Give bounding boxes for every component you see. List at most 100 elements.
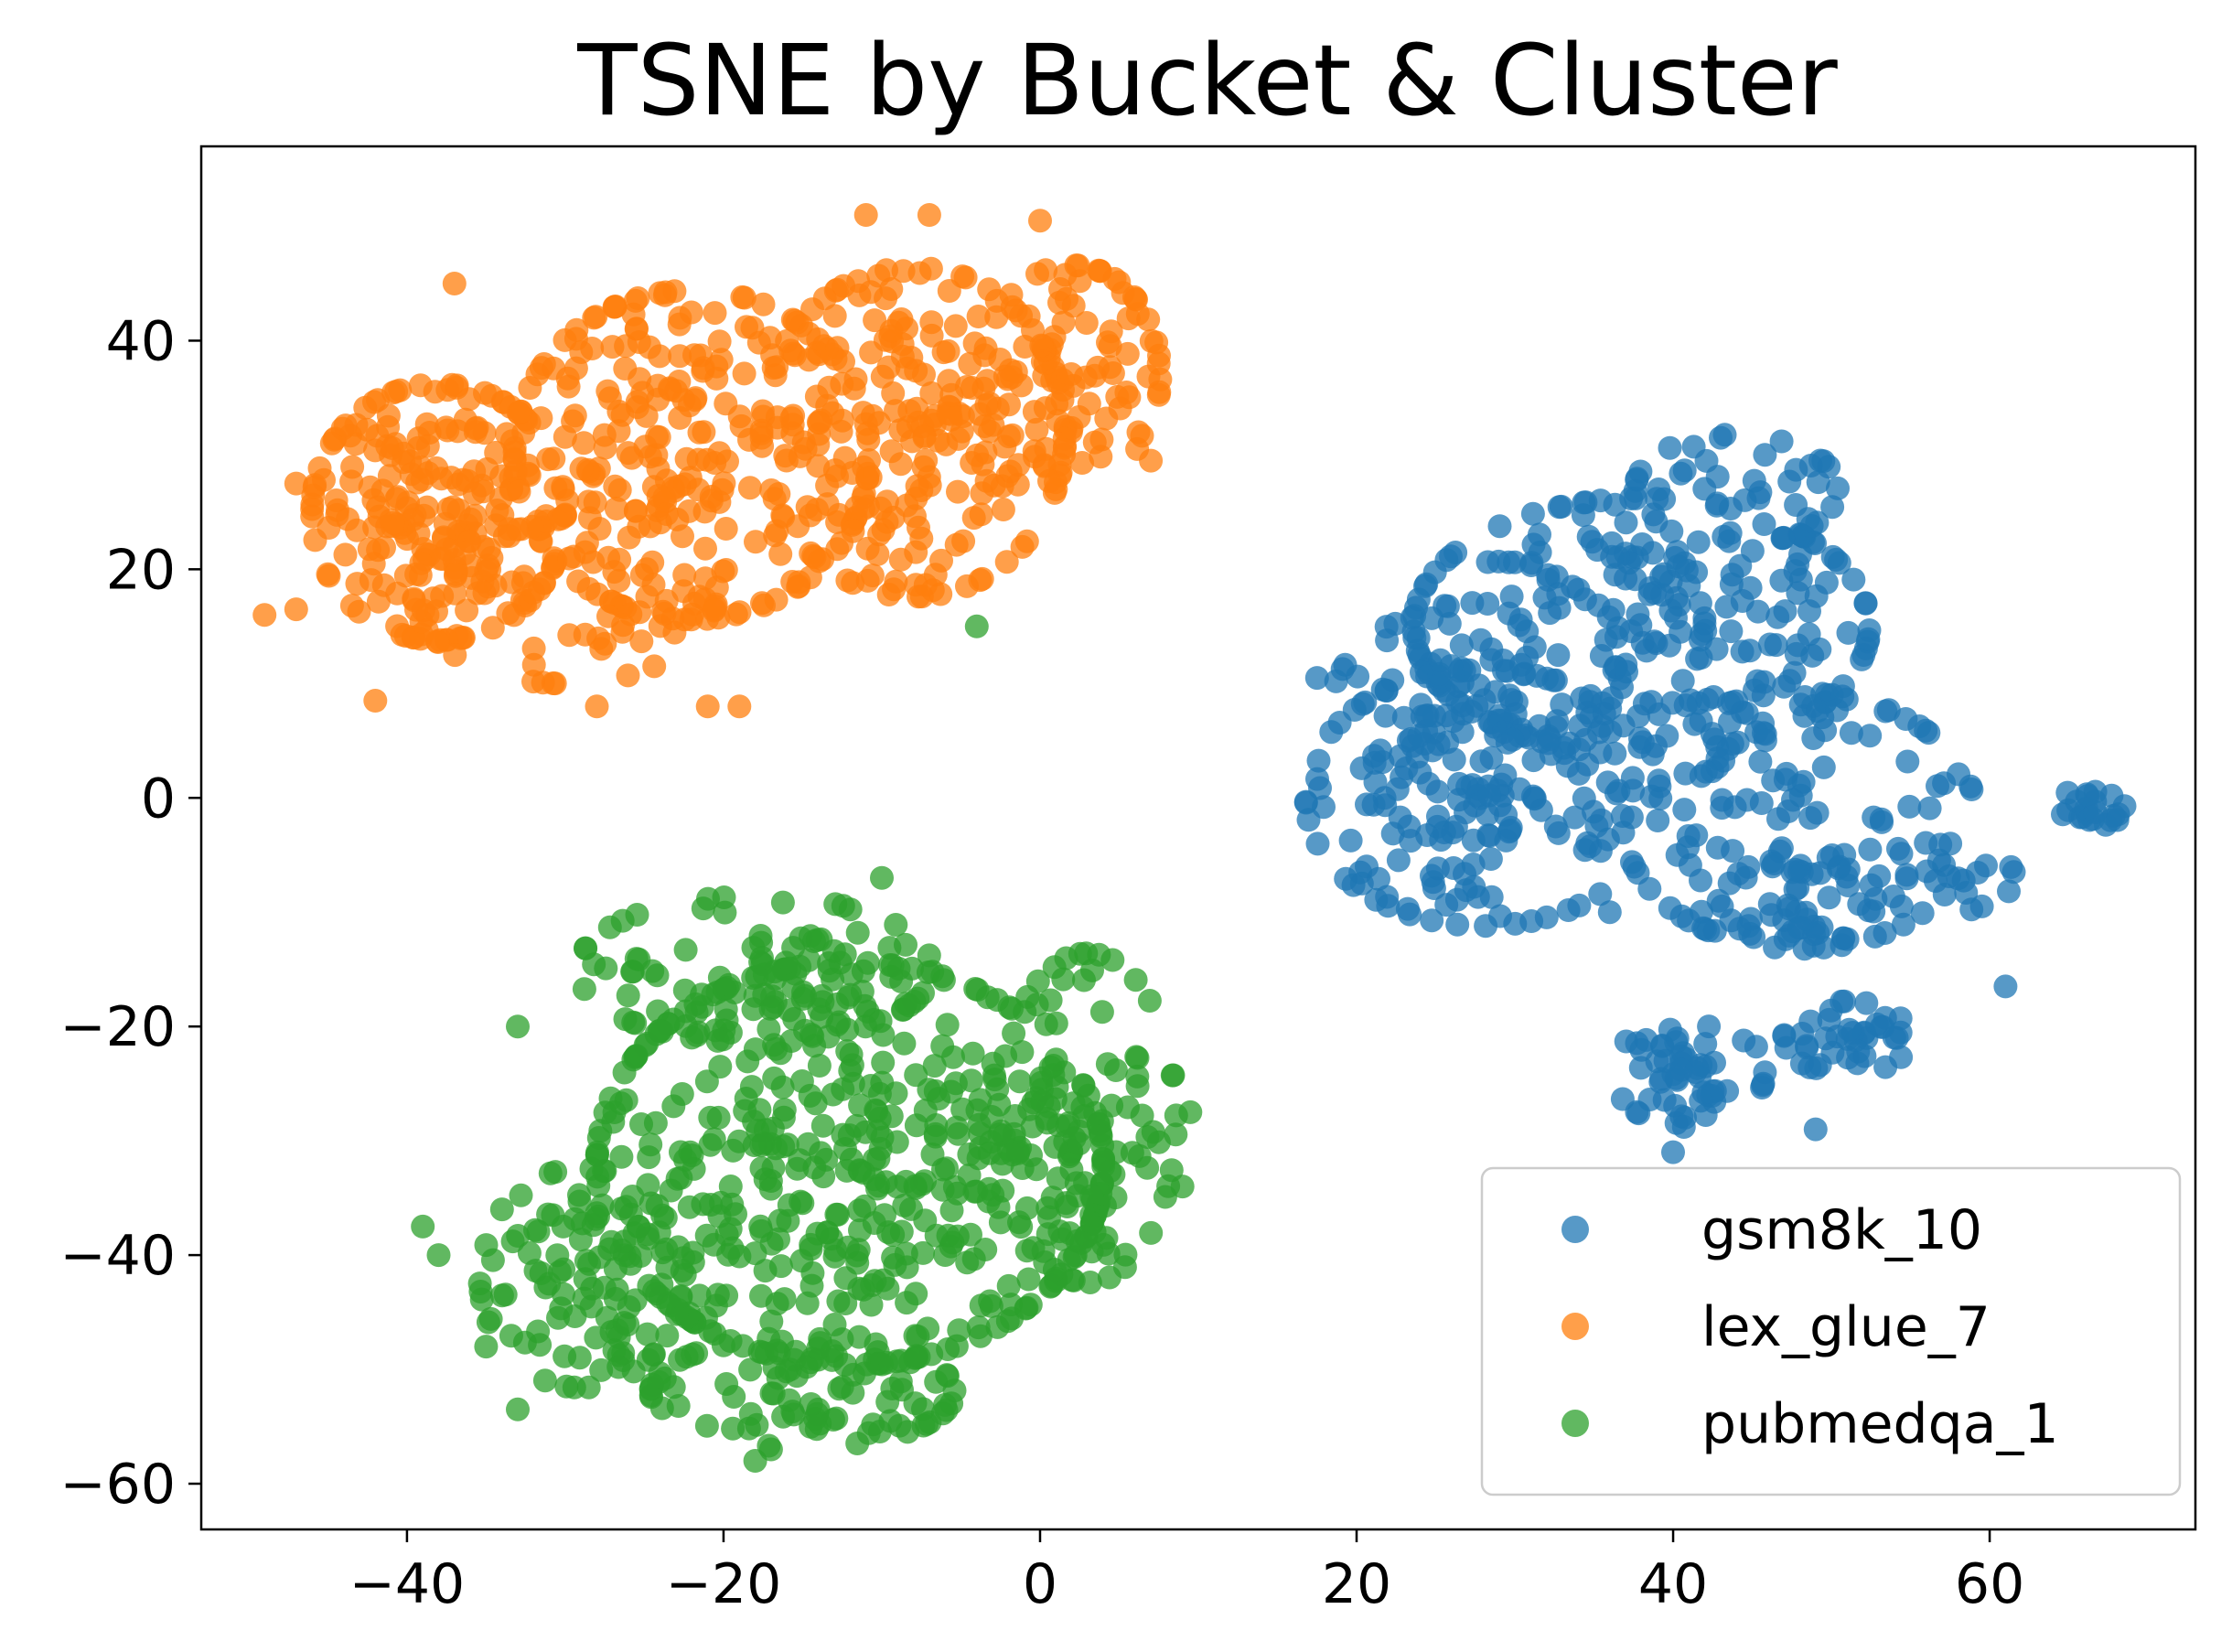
data-point — [538, 1161, 563, 1185]
data-point — [987, 1122, 1012, 1147]
data-point — [867, 522, 892, 547]
data-point — [945, 1181, 970, 1206]
data-point — [1625, 467, 1649, 491]
data-point — [1734, 788, 1759, 812]
data-point — [409, 551, 434, 575]
data-point — [748, 1214, 773, 1239]
data-point — [1999, 854, 2023, 879]
data-point — [429, 467, 454, 491]
data-point — [669, 1165, 693, 1190]
data-point — [806, 410, 831, 434]
data-point — [940, 1230, 965, 1255]
data-point — [442, 272, 467, 295]
data-point — [1819, 843, 1844, 867]
data-point — [648, 344, 672, 369]
data-point — [1057, 1248, 1081, 1272]
data-point — [761, 1155, 786, 1180]
data-point — [741, 997, 766, 1022]
data-point — [1764, 633, 1788, 658]
data-point — [646, 484, 671, 508]
data-point — [443, 643, 467, 668]
data-point — [1572, 490, 1596, 515]
data-point — [1139, 448, 1164, 473]
data-point — [645, 1194, 670, 1218]
data-point — [1757, 892, 1782, 917]
data-point — [620, 960, 645, 984]
data-point — [300, 504, 325, 529]
data-point — [717, 972, 741, 997]
data-point — [1845, 1051, 1870, 1076]
data-point — [876, 355, 901, 380]
data-point — [694, 1223, 719, 1248]
data-point — [1858, 724, 1883, 748]
data-point — [1029, 333, 1054, 358]
data-point — [912, 425, 937, 450]
data-point — [757, 1017, 781, 1042]
data-point — [1375, 628, 1400, 653]
data-point — [1839, 721, 1863, 746]
data-point — [858, 465, 883, 489]
y-tick-label: −40 — [59, 1224, 176, 1288]
data-point — [799, 1232, 823, 1257]
data-point — [757, 1326, 781, 1351]
data-point — [1670, 669, 1695, 693]
data-point — [799, 1273, 824, 1298]
data-point — [1744, 1035, 1768, 1059]
data-point — [1642, 629, 1667, 654]
data-point — [1917, 796, 1942, 821]
data-point — [1529, 798, 1553, 822]
data-point — [1826, 476, 1850, 500]
data-point — [919, 310, 944, 335]
legend-marker-lex_glue_7 — [1561, 1313, 1589, 1340]
data-point — [574, 1249, 598, 1273]
data-point — [1115, 1095, 1140, 1120]
data-point — [594, 956, 618, 981]
x-tick-label: −40 — [349, 1552, 466, 1616]
data-point — [445, 373, 469, 398]
data-point — [1733, 488, 1757, 512]
data-point — [817, 959, 842, 983]
data-point — [770, 890, 795, 915]
data-point — [1104, 1140, 1129, 1164]
data-point — [749, 425, 774, 450]
data-point — [1672, 798, 1697, 822]
data-point — [767, 1208, 792, 1233]
data-point — [581, 1213, 606, 1238]
data-point — [667, 312, 692, 337]
data-point — [604, 497, 628, 520]
data-point — [879, 1104, 904, 1129]
data-point — [1113, 1242, 1138, 1267]
data-point — [1661, 1140, 1685, 1164]
data-point — [1603, 492, 1627, 517]
data-point — [822, 304, 847, 328]
data-point — [572, 977, 596, 1002]
data-point — [1525, 663, 1550, 688]
data-point — [1773, 599, 1797, 624]
data-point — [474, 1233, 499, 1258]
data-point — [1370, 750, 1395, 775]
data-point — [750, 946, 774, 971]
data-point — [909, 478, 934, 502]
data-point — [1686, 530, 1711, 554]
data-point — [991, 498, 1015, 521]
data-point — [1519, 909, 1544, 933]
data-point — [655, 1324, 680, 1348]
data-point — [1016, 304, 1041, 328]
data-point — [964, 614, 989, 638]
data-point — [2075, 782, 2099, 807]
data-point — [810, 1113, 835, 1138]
data-point — [1528, 522, 1551, 547]
data-point — [624, 1044, 649, 1068]
data-point — [642, 654, 667, 679]
data-point — [1584, 814, 1609, 839]
data-point — [1153, 1185, 1177, 1209]
data-point — [870, 865, 894, 890]
data-point — [1724, 689, 1749, 713]
data-point — [566, 569, 591, 594]
data-point — [787, 570, 811, 595]
data-point — [627, 514, 651, 539]
data-point — [1605, 616, 1630, 640]
data-point — [317, 563, 341, 588]
data-point — [815, 1220, 840, 1245]
data-point — [1738, 575, 1763, 600]
